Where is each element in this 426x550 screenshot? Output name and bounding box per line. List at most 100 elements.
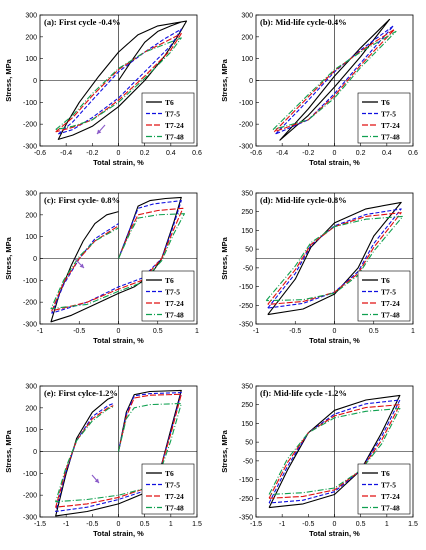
x-tick-label: 0.2 bbox=[356, 150, 366, 157]
x-tick-label: 1.5 bbox=[408, 521, 418, 528]
panel-title: (b): Mid-life cycle-0.4% bbox=[260, 17, 347, 27]
legend-label: T7-5 bbox=[165, 287, 180, 296]
x-tick-label: -1 bbox=[63, 521, 69, 528]
x-tick-label: -0.2 bbox=[302, 150, 314, 157]
chart-panel: -1.5 -1 -0.5 0 0.5 1 1.5 -300 -200 -100 0 100 200 300… bbox=[4, 384, 202, 539]
panel-title: (e): First cylce-1.2% bbox=[44, 388, 118, 398]
y-tick-label: -200 bbox=[23, 493, 37, 500]
y-tick-label: 300 bbox=[25, 384, 37, 391]
y-tick-label: -100 bbox=[23, 100, 37, 107]
x-axis-label: Total strain, % bbox=[309, 529, 360, 538]
x-tick-label: -0.5 bbox=[86, 521, 98, 528]
series-line bbox=[268, 399, 401, 504]
y-tick-label: 150 bbox=[241, 228, 253, 235]
x-tick-label: 1 bbox=[411, 328, 415, 335]
y-tick-label: 0 bbox=[249, 78, 253, 85]
legend-box bbox=[357, 463, 411, 515]
arrow-head bbox=[97, 129, 102, 134]
chart-panel: -1.5 -1 -0.5 0 0.5 1 1.5 -350 -250 -150 -50 50 150 25… bbox=[220, 384, 418, 539]
legend: T6 T7-5 T7-24 T7-48 bbox=[141, 463, 195, 515]
legend-label: T7-24 bbox=[165, 121, 184, 130]
series-line bbox=[268, 407, 401, 496]
y-tick-label: -250 bbox=[239, 496, 253, 503]
legend: T6 T7-5 T7-24 T7-48 bbox=[357, 270, 411, 322]
y-tick-label: 350 bbox=[241, 191, 253, 198]
legend-box bbox=[357, 92, 411, 144]
y-tick-label: -100 bbox=[239, 100, 253, 107]
legend: T6 T7-5 T7-24 T7-48 bbox=[141, 92, 195, 144]
x-tick-label: 0 bbox=[333, 150, 337, 157]
x-axis-label: Total strain, % bbox=[309, 158, 360, 167]
series-line bbox=[267, 212, 402, 305]
y-tick-label: 150 bbox=[241, 421, 253, 428]
y-tick-label: -150 bbox=[239, 284, 253, 291]
y-tick-label: 200 bbox=[25, 212, 37, 219]
y-tick-label: 300 bbox=[241, 13, 253, 20]
y-tick-label: -200 bbox=[23, 122, 37, 129]
x-tick-label: 0.5 bbox=[140, 521, 150, 528]
chart-panel: -1 -0.5 0 0.5 1 -300 -200 -100 0 100 200 300 Total s… bbox=[4, 191, 199, 346]
y-tick-label: 100 bbox=[25, 56, 37, 63]
x-axis-label: Total strain, % bbox=[309, 336, 360, 345]
x-tick-label: 0.5 bbox=[369, 328, 379, 335]
x-tick-label: 1 bbox=[195, 328, 199, 335]
x-tick-label: -0.5 bbox=[289, 328, 301, 335]
series-line bbox=[279, 18, 391, 141]
legend: T6 T7-5 T7-24 T7-48 bbox=[357, 92, 411, 144]
chart-panel: -0.6 -0.4 -0.2 0 0.2 0.4 0.6 -300 -200 -100 0 100 20… bbox=[4, 13, 202, 168]
x-tick-label: -0.2 bbox=[86, 150, 98, 157]
y-axis-label: Stress, MPa bbox=[220, 58, 229, 101]
y-tick-label: 350 bbox=[241, 384, 253, 391]
series-line bbox=[55, 392, 182, 513]
legend-label: T7-5 bbox=[381, 480, 396, 489]
chart-panel: -1 -0.5 0 0.5 1 -350 -250 -150 -50 50 150 250 350 Tot… bbox=[220, 191, 415, 346]
legend-label: T7-48 bbox=[381, 503, 400, 512]
legend-label: T7-48 bbox=[381, 310, 400, 319]
legend: T6 T7-5 T7-24 T7-48 bbox=[357, 463, 411, 515]
series-line bbox=[268, 394, 401, 509]
series-line bbox=[55, 393, 182, 508]
y-tick-label: -350 bbox=[239, 515, 253, 522]
y-tick-label: -350 bbox=[239, 322, 253, 329]
legend-label: T7-5 bbox=[381, 109, 396, 118]
y-tick-label: -300 bbox=[23, 322, 37, 329]
x-tick-label: -1.5 bbox=[250, 521, 262, 528]
x-tick-label: 0.6 bbox=[192, 150, 202, 157]
legend-label: T7-5 bbox=[381, 287, 396, 296]
series-line bbox=[55, 402, 182, 503]
y-tick-label: 0 bbox=[33, 256, 37, 263]
y-axis-label: Stress, MPa bbox=[220, 236, 229, 279]
annotation-arrow bbox=[74, 258, 85, 269]
y-tick-label: -200 bbox=[239, 122, 253, 129]
panel-title: (d): Mid-life cycle-0.8% bbox=[260, 195, 347, 205]
y-tick-label: 50 bbox=[245, 247, 253, 254]
series-line bbox=[267, 208, 402, 309]
legend-label: T6 bbox=[381, 469, 390, 478]
series-line bbox=[55, 37, 182, 131]
x-axis-label: Total strain, % bbox=[93, 336, 144, 345]
legend-label: T7-24 bbox=[165, 299, 184, 308]
series-line bbox=[57, 20, 188, 140]
legend-label: T6 bbox=[381, 98, 390, 107]
y-tick-label: -250 bbox=[239, 303, 253, 310]
y-tick-label: 250 bbox=[241, 209, 253, 216]
x-tick-label: 0 bbox=[333, 521, 337, 528]
legend-label: T7-24 bbox=[381, 492, 400, 501]
arrow-head bbox=[94, 478, 99, 483]
x-tick-label: -1 bbox=[279, 521, 285, 528]
y-axis-label: Stress, MPa bbox=[4, 429, 13, 472]
y-tick-label: -300 bbox=[239, 144, 253, 151]
x-tick-label: 0.4 bbox=[382, 150, 392, 157]
legend-label: T7-5 bbox=[165, 480, 180, 489]
annotation-arrow bbox=[96, 124, 106, 135]
y-tick-label: 300 bbox=[25, 13, 37, 20]
y-tick-label: 200 bbox=[25, 34, 37, 41]
arrow-head bbox=[79, 263, 84, 268]
legend-label: T7-5 bbox=[165, 109, 180, 118]
legend-label: T7-24 bbox=[165, 492, 184, 501]
x-tick-label: 0.2 bbox=[140, 150, 150, 157]
x-tick-label: -0.5 bbox=[73, 328, 85, 335]
y-tick-label: 0 bbox=[33, 449, 37, 456]
panel-title: (c): First cycle- 0.8% bbox=[44, 195, 120, 205]
chart-panel: -0.6 -0.4 -0.2 0 0.2 0.4 0.6 -300 -200 -100 0 100 20… bbox=[220, 13, 418, 168]
